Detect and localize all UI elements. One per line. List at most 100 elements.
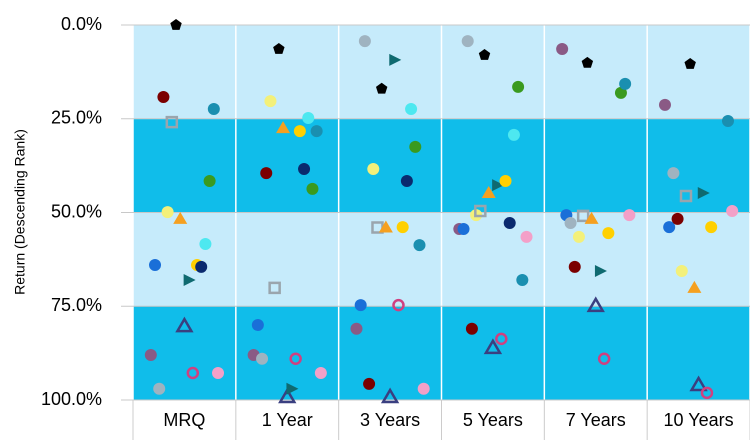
marker (144, 349, 157, 361)
marker (268, 281, 281, 295)
marker (389, 53, 402, 66)
marker (378, 220, 393, 233)
marker (619, 77, 632, 90)
marker (380, 387, 400, 404)
marker (474, 204, 487, 218)
marker (614, 86, 627, 99)
marker (478, 49, 491, 60)
marker (461, 35, 474, 48)
marker (705, 221, 718, 234)
marker (161, 206, 174, 219)
marker (602, 227, 615, 240)
y-tick-label: 75.0% (51, 295, 102, 315)
x-tick-label: MRQ (163, 410, 205, 430)
marker (358, 35, 371, 48)
x-tick-label: 5 Years (463, 410, 523, 430)
marker (594, 265, 607, 277)
marker (697, 187, 710, 199)
marker (687, 280, 702, 293)
marker (195, 260, 208, 273)
marker (175, 316, 194, 333)
marker (173, 211, 188, 224)
marker (409, 140, 422, 153)
x-tick-label: 10 Years (664, 410, 734, 430)
y-tick-label: 100.0% (41, 389, 102, 409)
marker (492, 179, 505, 192)
marker (203, 175, 216, 187)
marker (153, 382, 166, 395)
marker (413, 239, 426, 252)
marker (170, 19, 182, 30)
marker (586, 296, 605, 313)
marker (499, 175, 512, 187)
marker (507, 128, 520, 141)
marker (367, 163, 380, 175)
marker (276, 121, 291, 134)
marker (405, 103, 418, 115)
marker (302, 112, 315, 124)
y-axis-title: Return (Descending Rank) (12, 129, 28, 295)
marker (286, 382, 299, 395)
marker (375, 82, 388, 94)
marker (212, 367, 225, 379)
marker (663, 221, 676, 234)
marker (354, 299, 367, 312)
marker (256, 352, 269, 365)
marker (298, 163, 311, 175)
marker (689, 375, 708, 392)
marker (512, 80, 525, 93)
marker (400, 175, 413, 187)
marker (483, 338, 503, 355)
marker (675, 265, 688, 277)
marker (495, 332, 508, 346)
marker (481, 186, 496, 198)
marker (572, 230, 585, 243)
marker (597, 352, 611, 365)
marker (199, 238, 212, 250)
marker (465, 322, 478, 335)
marker (700, 386, 714, 400)
marker (623, 209, 636, 222)
marker (293, 125, 306, 138)
marker (392, 298, 405, 312)
marker (363, 377, 376, 390)
marker (556, 43, 569, 55)
marker (289, 352, 302, 365)
marker (721, 115, 734, 127)
marker (350, 322, 363, 335)
x-tick-label: 1 Year (262, 410, 313, 430)
y-tick-label: 0.0% (61, 14, 102, 34)
marker (503, 217, 516, 229)
marker (306, 182, 319, 195)
marker (457, 223, 470, 235)
marker (251, 319, 264, 331)
marker (568, 260, 581, 273)
marker (679, 189, 693, 203)
x-tick-label: 3 Years (360, 410, 420, 430)
marker (278, 387, 297, 404)
marker (564, 217, 577, 229)
marker (157, 91, 170, 103)
marker (667, 167, 680, 180)
y-tick-label: 50.0% (51, 201, 102, 221)
marker (207, 103, 220, 115)
marker (658, 98, 671, 111)
marker (186, 366, 200, 380)
marker (149, 259, 162, 271)
marker (581, 56, 594, 68)
marker (183, 274, 196, 286)
marker (520, 230, 533, 243)
marker (671, 212, 684, 225)
y-tick-label: 25.0% (51, 108, 102, 128)
marker (576, 209, 590, 223)
marker (726, 205, 739, 217)
marker (165, 115, 179, 129)
marker (684, 58, 696, 69)
marker (584, 211, 599, 224)
marker (273, 43, 285, 54)
marker (310, 125, 323, 138)
marker (396, 221, 409, 234)
marker (516, 274, 529, 286)
marker (260, 167, 273, 180)
